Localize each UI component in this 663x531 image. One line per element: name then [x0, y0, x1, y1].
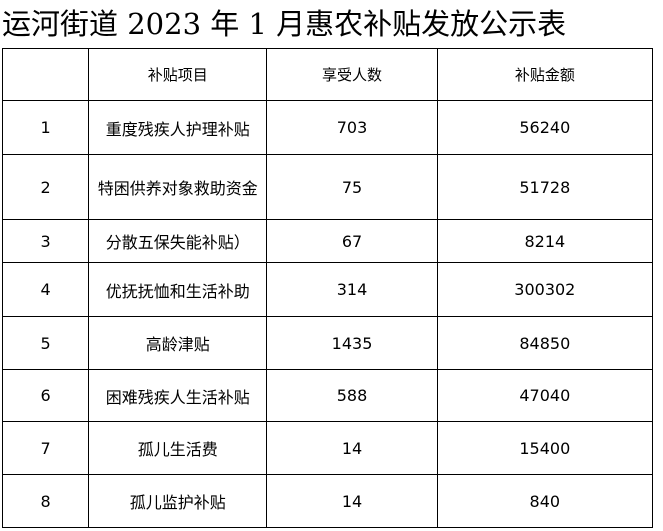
- row-amount: 15400: [436, 421, 654, 475]
- header-index: [1, 48, 90, 101]
- row-index: 4: [1, 262, 90, 317]
- table-header-row: 补贴项目 享受人数 补贴金额: [1, 48, 654, 101]
- row-subsidy-item: 孤儿监护补贴: [88, 474, 268, 528]
- table-row: 6 困难残疾人生活补贴 588 47040: [1, 369, 654, 422]
- table-row: 1 重度残疾人护理补贴 703 56240: [1, 100, 654, 155]
- row-subsidy-item: 特困供养对象救助资金: [88, 154, 268, 220]
- row-index: 7: [1, 421, 90, 475]
- row-subsidy-item: 孤儿生活费: [88, 421, 268, 475]
- row-amount: 84850: [436, 316, 654, 370]
- row-amount: 840: [436, 474, 654, 528]
- row-index: 5: [1, 316, 90, 370]
- header-recipients: 享受人数: [266, 48, 438, 101]
- row-subsidy-item: 高龄津贴: [88, 316, 268, 370]
- row-amount: 8214: [436, 219, 654, 263]
- row-subsidy-item: 重度残疾人护理补贴: [88, 100, 268, 155]
- row-subsidy-item: 优抚抚恤和生活补助: [88, 262, 268, 317]
- header-subsidy-item: 补贴项目: [88, 48, 268, 101]
- subsidy-table-body: 补贴项目 享受人数 补贴金额 1 重度残疾人护理补贴 703 56240 2 特困供养对象…: [1, 48, 654, 528]
- row-recipients: 75: [266, 154, 438, 220]
- row-amount: 51728: [436, 154, 654, 220]
- row-subsidy-item: 分散五保失能补贴）: [88, 219, 268, 263]
- document-title: 运河街道 2023 年 1 月惠农补贴发放公示表: [2, 7, 567, 41]
- table-row: 8 孤儿监护补贴 14 840: [1, 474, 654, 528]
- table-row: 3 分散五保失能补贴） 67 8214: [1, 219, 654, 263]
- row-recipients: 14: [266, 421, 438, 475]
- row-amount: 56240: [436, 100, 654, 155]
- header-amount: 补贴金额: [436, 48, 654, 101]
- table-row: 5 高龄津贴 1435 84850: [1, 316, 654, 370]
- row-recipients: 1435: [266, 316, 438, 370]
- row-recipients: 67: [266, 219, 438, 263]
- row-index: 1: [1, 100, 90, 155]
- row-index: 6: [1, 369, 90, 422]
- row-index: 3: [1, 219, 90, 263]
- row-index: 2: [1, 154, 90, 220]
- table-row: 7 孤儿生活费 14 15400: [1, 421, 654, 475]
- row-recipients: 588: [266, 369, 438, 422]
- row-amount: 47040: [436, 369, 654, 422]
- row-index: 8: [1, 474, 90, 528]
- table-row: 2 特困供养对象救助资金 75 51728: [1, 154, 654, 220]
- row-subsidy-item: 困难残疾人生活补贴: [88, 369, 268, 422]
- row-recipients: 314: [266, 262, 438, 317]
- table-row: 4 优抚抚恤和生活补助 314 300302: [1, 262, 654, 317]
- row-recipients: 14: [266, 474, 438, 528]
- row-recipients: 703: [266, 100, 438, 155]
- subsidy-table: 补贴项目 享受人数 补贴金额 1 重度残疾人护理补贴 703 56240 2 特困供养对象…: [1, 48, 654, 528]
- row-amount: 300302: [436, 262, 654, 317]
